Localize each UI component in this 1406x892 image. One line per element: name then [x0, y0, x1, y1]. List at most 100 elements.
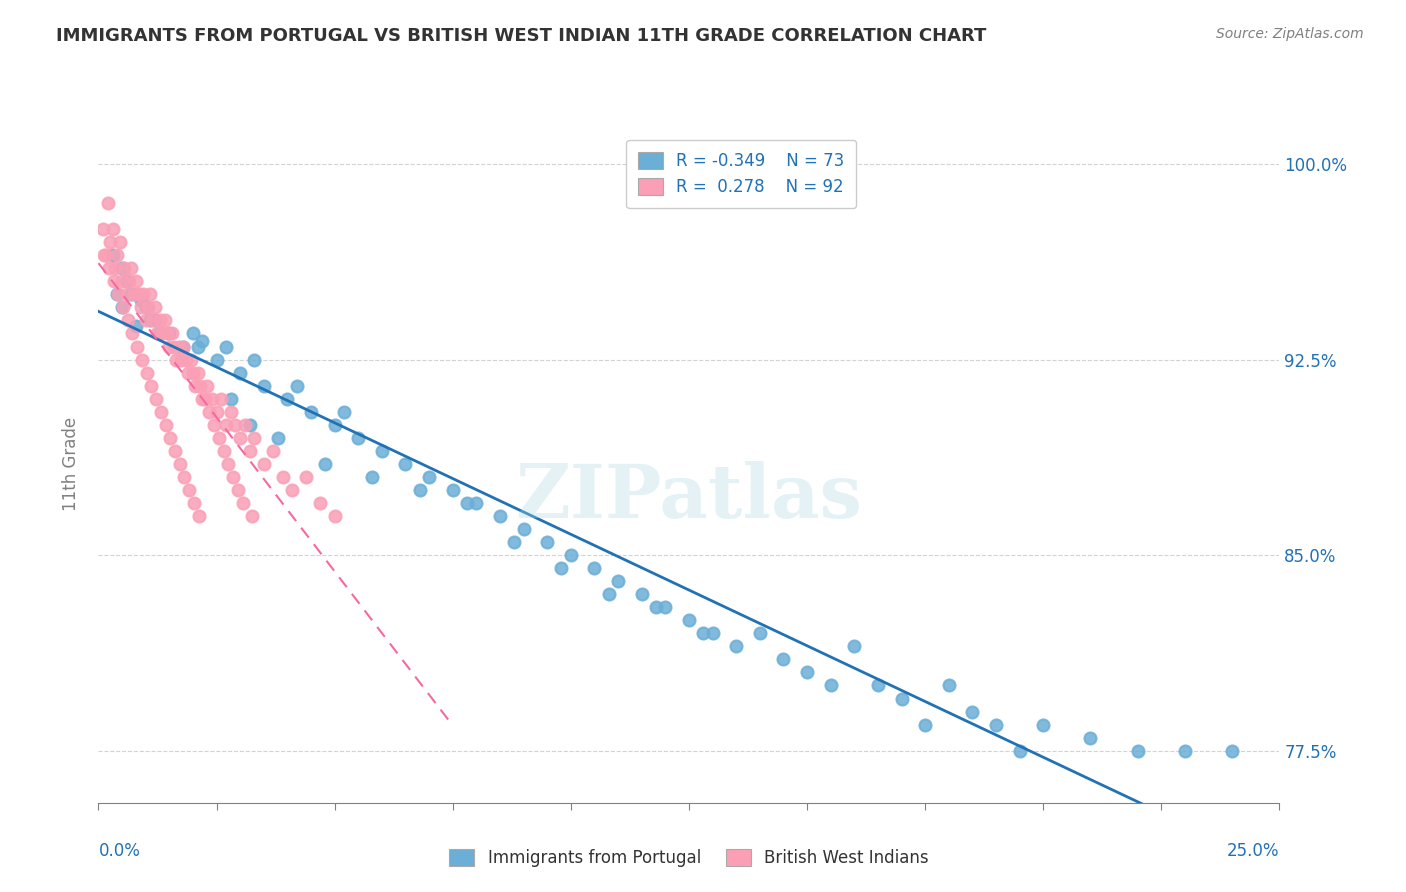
Point — [654, 600, 676, 615]
Point — [181, 326, 204, 341]
Point — [127, 339, 149, 353]
Point — [142, 313, 165, 327]
Point — [323, 417, 346, 432]
Point — [271, 470, 294, 484]
Point — [165, 352, 187, 367]
Text: Source: ZipAtlas.com: Source: ZipAtlas.com — [1216, 27, 1364, 41]
Point — [163, 443, 186, 458]
Point — [111, 274, 134, 288]
Point — [820, 678, 842, 692]
Point — [644, 600, 666, 615]
Point — [121, 326, 143, 341]
Point — [156, 326, 179, 341]
Point — [159, 431, 181, 445]
Point — [135, 301, 157, 315]
Point — [240, 508, 263, 523]
Point — [243, 431, 266, 445]
Point — [890, 691, 912, 706]
Point — [267, 431, 290, 445]
Point — [866, 678, 889, 692]
Point — [194, 392, 217, 406]
Point — [149, 326, 172, 341]
Point — [179, 483, 201, 497]
Point — [141, 378, 163, 392]
Point — [112, 261, 135, 276]
Point — [219, 392, 242, 406]
Point — [217, 457, 239, 471]
Point — [195, 378, 218, 392]
Point — [231, 496, 253, 510]
Point — [598, 587, 620, 601]
Point — [678, 613, 700, 627]
Point — [394, 457, 416, 471]
Point — [209, 392, 232, 406]
Point — [226, 483, 249, 497]
Point — [177, 366, 200, 380]
Y-axis label: 11th Grade: 11th Grade — [62, 417, 80, 511]
Point — [441, 483, 464, 497]
Point — [702, 626, 724, 640]
Point — [125, 318, 148, 333]
Point — [101, 248, 124, 262]
Point — [118, 274, 141, 288]
Point — [212, 443, 235, 458]
Text: 25.0%: 25.0% — [1227, 842, 1279, 860]
Point — [105, 287, 128, 301]
Point — [111, 301, 134, 315]
Point — [135, 313, 157, 327]
Point — [191, 392, 214, 406]
Point — [157, 339, 180, 353]
Point — [239, 443, 262, 458]
Point — [111, 301, 134, 315]
Point — [170, 352, 193, 367]
Point — [630, 587, 652, 601]
Point — [132, 287, 155, 301]
Point — [129, 301, 152, 315]
Point — [229, 366, 252, 380]
Point — [205, 352, 228, 367]
Point — [938, 678, 960, 692]
Point — [198, 405, 221, 419]
Point — [139, 313, 162, 327]
Text: ZIPatlas: ZIPatlas — [516, 461, 862, 534]
Point — [224, 417, 246, 432]
Point — [111, 261, 134, 276]
Point — [202, 417, 225, 432]
Point — [184, 378, 207, 392]
Point — [1008, 744, 1031, 758]
Point — [98, 235, 121, 250]
Text: IMMIGRANTS FROM PORTUGAL VS BRITISH WEST INDIAN 11TH GRADE CORRELATION CHART: IMMIGRANTS FROM PORTUGAL VS BRITISH WEST… — [56, 27, 987, 45]
Point — [1174, 744, 1197, 758]
Point — [139, 287, 162, 301]
Point — [145, 392, 167, 406]
Point — [560, 548, 582, 562]
Point — [183, 496, 205, 510]
Point — [129, 293, 152, 307]
Point — [550, 561, 572, 575]
Point — [229, 431, 252, 445]
Point — [239, 417, 262, 432]
Point — [1220, 744, 1243, 758]
Point — [583, 561, 606, 575]
Point — [131, 352, 153, 367]
Point — [167, 339, 190, 353]
Point — [108, 235, 131, 250]
Point — [105, 248, 128, 262]
Point — [172, 339, 194, 353]
Point — [191, 334, 214, 349]
Point — [153, 313, 176, 327]
Point — [984, 717, 1007, 731]
Point — [692, 626, 714, 640]
Point — [222, 470, 245, 484]
Point — [187, 508, 209, 523]
Point — [122, 287, 145, 301]
Point — [962, 705, 984, 719]
Point — [115, 274, 138, 288]
Point — [128, 287, 150, 301]
Point — [187, 339, 209, 353]
Point — [201, 392, 224, 406]
Point — [160, 326, 183, 341]
Point — [215, 417, 238, 432]
Point — [914, 717, 936, 731]
Point — [143, 301, 166, 315]
